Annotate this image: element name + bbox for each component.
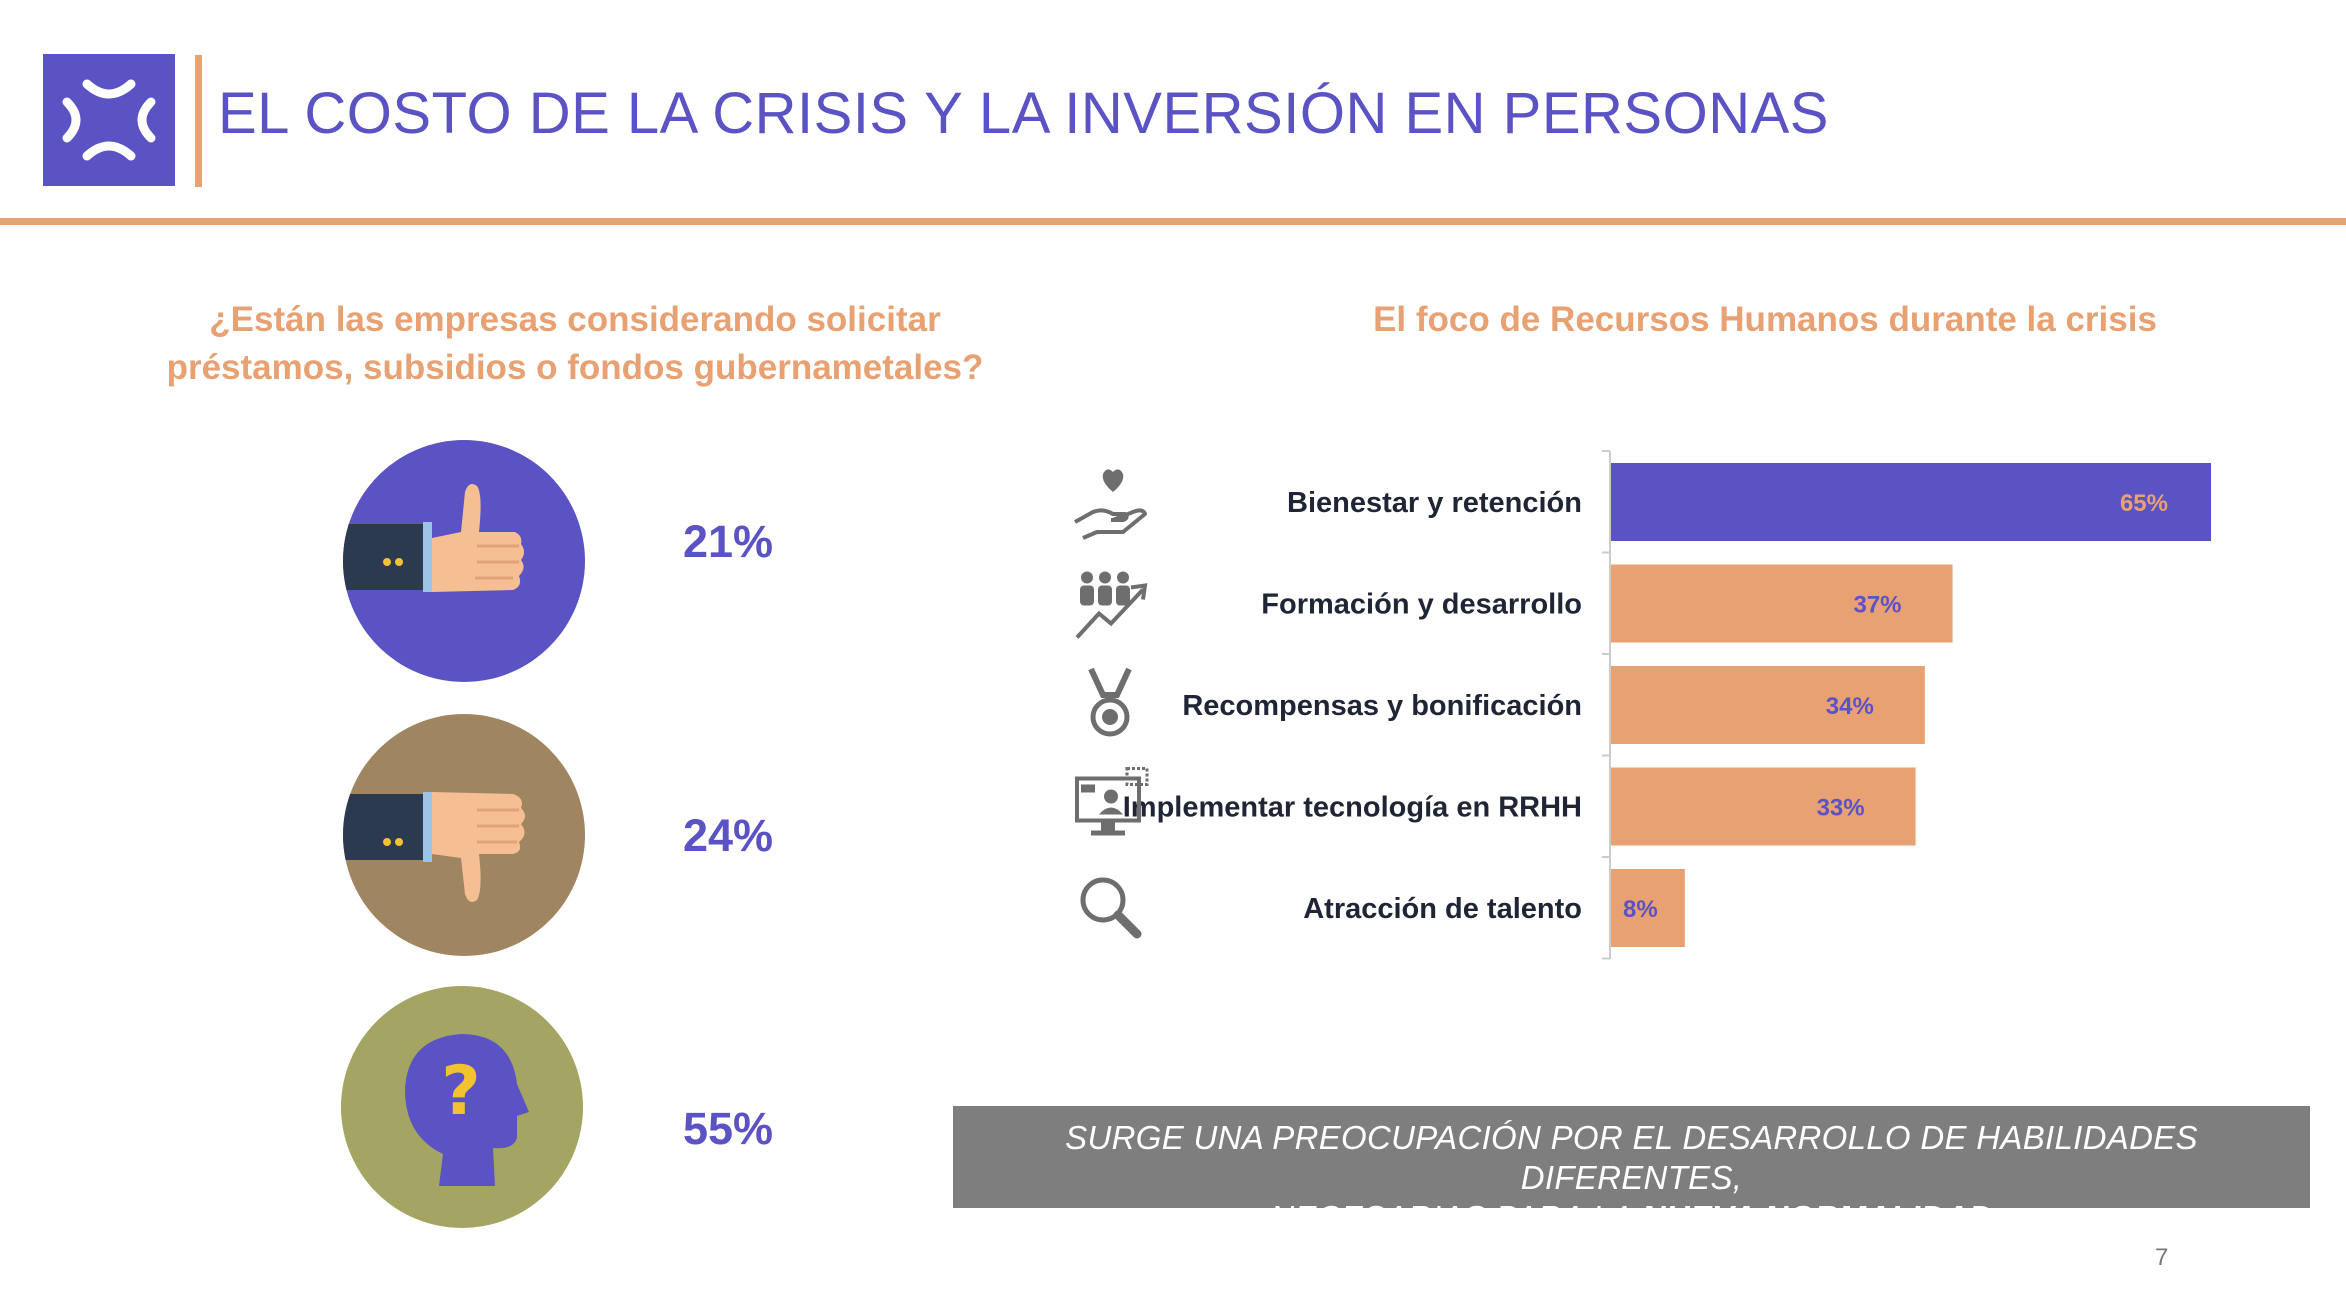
bar-value-label-3: 34%: [1826, 693, 1874, 720]
header-divider: [0, 218, 2346, 225]
medal-icon: [1088, 667, 1132, 737]
bar-2: [1611, 564, 1953, 643]
monitor-tech-icon: [1075, 767, 1149, 836]
bar-1: [1611, 463, 2211, 541]
category-label-1: Bienestar y retención: [1287, 487, 1582, 519]
page-title: EL COSTO DE LA CRISIS Y LA INVERSIÓN EN …: [218, 81, 1829, 146]
chart-title: El foco de Recursos Humanos durante la c…: [1373, 300, 2157, 339]
people-growth-icon: [1075, 571, 1148, 639]
category-label-5: Atracción de talento: [1303, 893, 1582, 925]
bar-4: [1611, 767, 1916, 846]
unsure-circle: ?: [341, 986, 583, 1228]
bar-value-label-2: 37%: [1853, 592, 1901, 619]
thumbs-down-icon: [343, 792, 525, 902]
category-label-3: Recompensas y bonificación: [1182, 690, 1582, 722]
brand-logo-icon: [62, 79, 156, 161]
bar-value-label-4: 33%: [1817, 795, 1865, 822]
question-title: ¿Están las empresas considerando solicit…: [95, 296, 1055, 392]
bar-value-label-5: 8%: [1623, 896, 1658, 923]
conclusion-banner: SURGE UNA PREOCUPACIÓN POR EL DESARROLLO…: [953, 1106, 2310, 1236]
title-accent-bar: [195, 55, 202, 187]
logo: [43, 54, 175, 186]
banner-line-2-text: NECESARIAS PARA LA: [1270, 1199, 1642, 1236]
page-number: 7: [2155, 1244, 2169, 1271]
thumbs-up-circle: [343, 440, 585, 682]
question-line-1: ¿Están las empresas considerando solicit…: [209, 300, 941, 339]
banner-highlight: NUEVA NORMALIDAD: [1641, 1199, 1993, 1236]
svg-text:?: ?: [441, 1052, 480, 1131]
bar-3: [1611, 666, 1925, 744]
thumbs-up-icon: [343, 484, 524, 592]
answer-yes-value: 21%: [683, 516, 774, 567]
bar-5: [1611, 869, 1685, 947]
banner-line-2: NECESARIAS PARA LA NUEVA NORMALIDAD: [953, 1198, 2310, 1238]
magnifier-icon: [1080, 877, 1142, 939]
bar-value-label-1: 65%: [2120, 490, 2168, 517]
question-head-icon: ?: [405, 1034, 529, 1186]
question-line-2: préstamos, subsidios o fondos gubernamet…: [166, 348, 984, 387]
category-label-4: Implementar tecnología en RRHH: [1123, 792, 1582, 824]
category-label-2: Formación y desarrollo: [1261, 589, 1582, 621]
banner-line-1: SURGE UNA PREOCUPACIÓN POR EL DESARROLLO…: [1065, 1119, 2198, 1196]
answer-no-value: 24%: [683, 810, 774, 861]
heart-hand-icon: [1074, 469, 1147, 540]
answer-unsure-value: 55%: [683, 1103, 774, 1154]
thumbs-down-circle: [343, 714, 585, 956]
